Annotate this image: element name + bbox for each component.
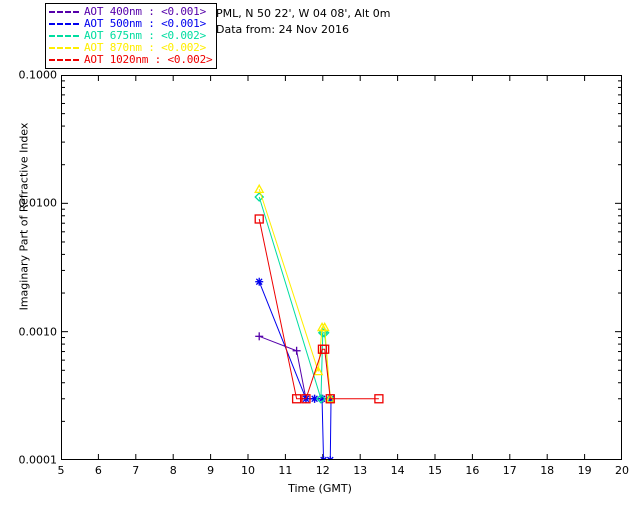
- legend-dash-icon: [49, 47, 79, 49]
- chart-title-block: PML, N 50 22', W 04 08', Alt 0m Data fro…: [216, 6, 390, 38]
- legend-dash-icon: [49, 23, 79, 25]
- legend-dash-icon: [49, 59, 79, 61]
- legend-item-label: AOT 400nm : <0.001>: [84, 5, 207, 18]
- x-tick-label: 9: [207, 464, 215, 477]
- legend-item: AOT 675nm : <0.002>: [49, 30, 212, 42]
- y-tick-label: 0.1000: [18, 68, 58, 82]
- chart-title-line1: PML, N 50 22', W 04 08', Alt 0m: [216, 7, 391, 20]
- legend-item: AOT 500nm : <0.001>: [49, 18, 212, 30]
- legend-item-label: AOT 1020nm : <0.002>: [84, 53, 213, 66]
- x-tick-label: 20: [615, 464, 629, 477]
- series-aot-1020nm: [254, 214, 384, 404]
- series-aot-500nm: [255, 277, 336, 460]
- legend-item-label: AOT 500nm : <0.001>: [84, 17, 207, 30]
- x-axis-label: Time (GMT): [288, 482, 352, 495]
- chart-title-line2: Data from: 24 Nov 2016: [216, 23, 350, 36]
- y-axis-ticks: 0.0001 0.0010 0.0100 0.1000: [0, 69, 58, 467]
- x-tick-label: 11: [278, 464, 293, 477]
- y-tick-label: 0.0001: [18, 453, 58, 467]
- x-tick-label: 14: [390, 464, 405, 477]
- plot-area: [61, 75, 622, 460]
- x-tick-label: 16: [465, 464, 480, 477]
- y-tick-label: 0.0100: [18, 196, 58, 210]
- x-tick-label: 5: [57, 464, 65, 477]
- x-tick-label: 15: [428, 464, 442, 477]
- legend-item: AOT 1020nm : <0.002>: [49, 53, 213, 66]
- legend-item-label: AOT 870nm : <0.002>: [84, 41, 207, 54]
- x-tick-label: 18: [540, 464, 555, 477]
- x-tick-label: 12: [315, 464, 330, 477]
- x-tick-label: 8: [169, 464, 177, 477]
- legend: AOT 400nm : <0.001> AOT 500nm : <0.001> AO…: [45, 3, 218, 69]
- legend-dash-icon: [49, 11, 79, 13]
- x-tick-label: 7: [132, 464, 140, 477]
- x-tick-label: 10: [241, 464, 255, 477]
- x-tick-label: 13: [353, 464, 368, 477]
- legend-item: AOT 400nm : <0.001>: [49, 6, 212, 18]
- y-tick-label: 0.0010: [18, 325, 58, 339]
- legend-item-label: AOT 675nm : <0.002>: [84, 29, 207, 42]
- x-tick-label: 19: [577, 464, 592, 477]
- x-tick-label: 17: [502, 464, 517, 477]
- x-tick-label: 6: [94, 464, 102, 477]
- legend-dash-icon: [49, 35, 79, 37]
- legend-item: AOT 870nm : <0.002>: [49, 42, 212, 54]
- plot-svg: [61, 75, 622, 460]
